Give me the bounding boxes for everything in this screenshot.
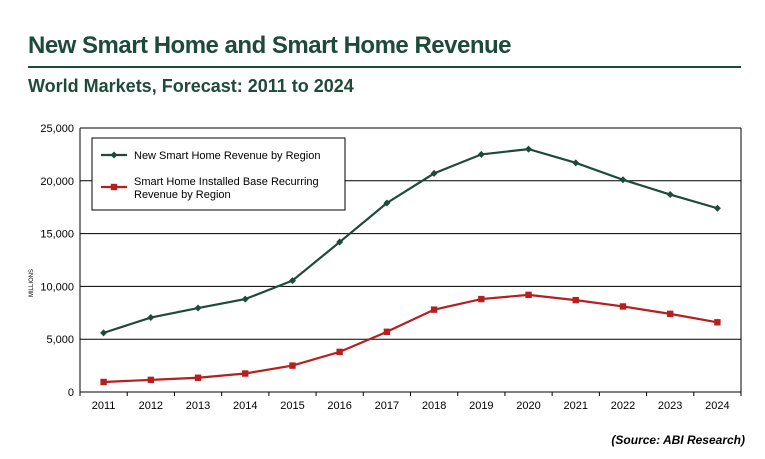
data-point (666, 310, 674, 318)
y-tick-label: 25,000 (40, 123, 74, 135)
x-tick-label: 2018 (422, 400, 446, 412)
legend-item: New Smart Home Revenue by Region (101, 150, 320, 162)
data-point (666, 191, 674, 199)
data-point (194, 374, 202, 381)
series-line (103, 293, 718, 384)
data-point (477, 150, 485, 158)
data-point (147, 376, 155, 384)
data-point (430, 306, 438, 313)
y-axis-label: MILLIONS (29, 269, 35, 297)
data-point (619, 176, 627, 184)
x-tick-label: 2023 (658, 400, 682, 412)
x-tick-label: 2017 (375, 400, 399, 412)
data-point (289, 362, 296, 369)
data-point (100, 329, 108, 337)
legend: New Smart Home Revenue by Region Smart Ho… (91, 137, 346, 211)
data-point (619, 303, 627, 310)
x-tick-label: 2019 (469, 400, 493, 412)
legend-label: New Smart Home Revenue by Region (134, 150, 320, 162)
x-tick-label: 2020 (516, 400, 540, 412)
data-point (194, 304, 202, 312)
x-tick-label: 2016 (327, 400, 351, 412)
x-tick-label: 2021 (564, 400, 588, 412)
y-axis-ticks: 0 5,000 10,000 15,000 20,000 25,000 (40, 123, 74, 399)
data-point (478, 295, 485, 303)
data-point (383, 199, 391, 207)
data-point (572, 296, 579, 304)
chart-title: New Smart Home and Smart Home Revenue (28, 32, 511, 59)
data-point (383, 328, 391, 336)
y-tick-label: 5,000 (46, 334, 74, 346)
y-tick-label: 10,000 (40, 281, 74, 293)
data-point (336, 238, 344, 246)
data-point (430, 169, 438, 177)
y-tick-label: 0 (68, 387, 74, 399)
legend-box (91, 137, 346, 211)
data-point (525, 145, 533, 153)
data-point (288, 277, 296, 285)
x-tick-label: 2014 (233, 400, 257, 412)
data-point (241, 295, 249, 303)
data-point (336, 348, 343, 356)
data-point (100, 378, 107, 386)
x-tick-label: 2022 (611, 400, 635, 412)
series-lines (100, 145, 721, 386)
x-tick-label: 2012 (139, 400, 163, 412)
source-note: (Source: ABI Research) (611, 433, 745, 447)
x-axis-ticks: 2011 2012 2013 2014 2015 2016 2017 2018 2019 2020… (79, 392, 742, 412)
data-point (714, 319, 721, 326)
legend-item: Smart Home Installed Base Recurring Reven… (101, 176, 319, 201)
series-2 (100, 291, 721, 386)
legend-label: Smart Home Installed Base Recurring Reven… (134, 176, 319, 201)
chart-subtitle: World Markets, Forecast: 2011 to 2024 (28, 76, 354, 96)
data-point (242, 370, 249, 377)
series-line (103, 148, 718, 334)
data-point (147, 314, 155, 322)
data-point (713, 204, 721, 212)
data-point (572, 159, 580, 167)
x-tick-label: 2024 (705, 400, 729, 412)
y-tick-label: 15,000 (40, 229, 74, 241)
data-point (525, 291, 532, 299)
x-tick-label: 2013 (186, 400, 210, 412)
series-1 (100, 145, 721, 337)
legend-marker (110, 183, 118, 191)
x-tick-label: 2015 (280, 400, 304, 412)
y-tick-label: 20,000 (40, 176, 74, 188)
x-tick-label: 2011 (92, 400, 116, 412)
title-divider (28, 66, 741, 68)
legend-marker (110, 151, 118, 159)
